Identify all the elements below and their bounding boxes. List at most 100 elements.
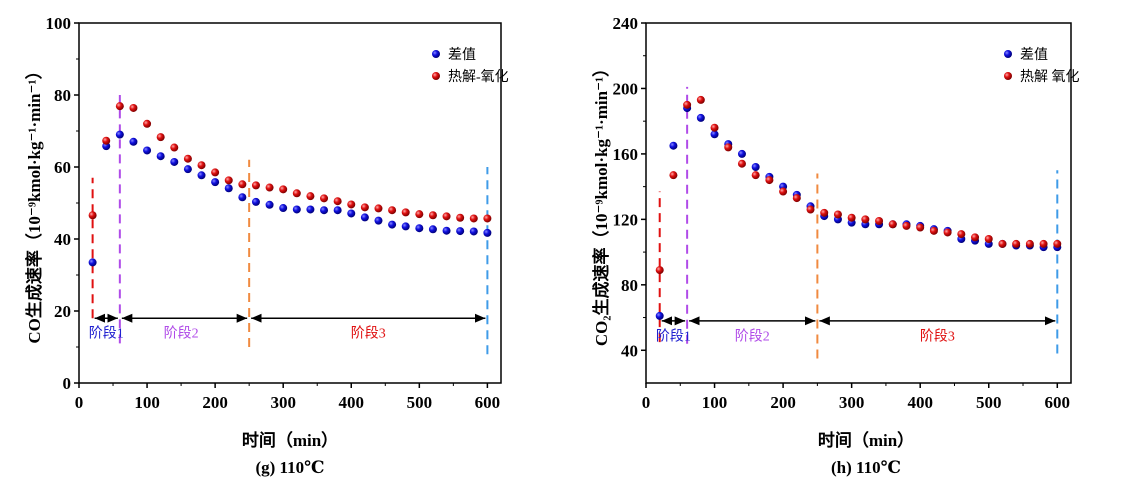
x-tick-label: 300	[270, 393, 296, 412]
x-tick-label: 0	[75, 393, 84, 412]
legend-marker-pyro	[432, 72, 440, 80]
data-point-pyrolysis-oxidation	[1025, 239, 1034, 248]
data-point-pyrolysis-oxidation	[696, 95, 705, 104]
data-point-pyrolysis-oxidation	[102, 136, 111, 145]
figure-caption: (g) 110℃	[255, 458, 324, 477]
data-point-pyrolysis-oxidation	[929, 226, 938, 235]
data-point-pyrolysis-oxidation	[415, 210, 424, 219]
data-point-pyrolysis-oxidation	[751, 171, 760, 180]
data-point-diff	[374, 216, 383, 225]
data-point-diff	[442, 226, 451, 235]
data-point-diff	[279, 204, 288, 213]
data-point-pyrolysis-oxidation	[197, 161, 206, 170]
data-point-pyrolysis-oxidation	[1039, 239, 1048, 248]
data-point-pyrolysis-oxidation	[888, 220, 897, 229]
x-tick-label: 400	[907, 393, 933, 412]
x-axis-label: 时间（min）	[242, 430, 338, 450]
x-tick-label: 200	[202, 393, 228, 412]
data-point-pyrolysis-oxidation	[306, 192, 315, 201]
data-point-diff	[88, 258, 97, 267]
data-point-diff	[183, 165, 192, 174]
data-point-diff	[669, 141, 678, 150]
y-tick-label: 120	[613, 210, 639, 229]
data-point-pyrolysis-oxidation	[469, 214, 478, 223]
data-point-pyrolysis-oxidation	[428, 211, 437, 220]
data-point-pyrolysis-oxidation	[902, 221, 911, 230]
legend-marker-diff	[1004, 50, 1012, 58]
y-tick-label: 40	[621, 341, 638, 360]
data-point-pyrolysis-oxidation	[806, 205, 815, 214]
x-tick-label: 600	[1045, 393, 1071, 412]
data-point-pyrolysis-oxidation	[984, 235, 993, 243]
stage-label: 阶段1	[656, 329, 691, 345]
y-tick-label: 80	[621, 276, 638, 295]
data-point-diff	[751, 163, 760, 171]
y-tick-label: 20	[54, 302, 71, 321]
data-point-diff	[696, 113, 705, 122]
y-axis-label: CO₂生成速率（10⁻⁹kmol·kg⁻¹·min⁻¹）	[591, 60, 611, 346]
data-point-pyrolysis-oxidation	[129, 103, 138, 112]
data-point-pyrolysis-oxidation	[88, 211, 97, 220]
data-point-pyrolysis-oxidation	[347, 200, 356, 209]
data-point-pyrolysis-oxidation	[442, 212, 451, 221]
data-point-pyrolysis-oxidation	[292, 189, 301, 198]
stage-label: 阶段3	[351, 326, 386, 342]
data-point-pyrolysis-oxidation	[388, 206, 397, 215]
x-tick-label: 300	[839, 393, 865, 412]
y-tick-label: 40	[54, 230, 71, 249]
x-tick-label: 600	[475, 393, 501, 412]
data-point-diff	[737, 149, 746, 158]
plot-frame	[645, 22, 1072, 384]
x-tick-label: 400	[339, 393, 365, 412]
stage-label: 阶段2	[735, 329, 770, 345]
data-point-diff	[333, 206, 342, 215]
data-point-pyrolysis-oxidation	[265, 183, 274, 192]
data-point-pyrolysis-oxidation	[456, 213, 465, 222]
data-point-diff	[415, 224, 424, 233]
data-point-diff	[306, 205, 315, 214]
data-point-diff	[469, 227, 478, 236]
data-point-pyrolysis-oxidation	[998, 239, 1007, 248]
stage-label: 阶段3	[920, 329, 955, 345]
data-point-pyrolysis-oxidation	[861, 215, 870, 224]
legend-label-pyro: 热解-氧化	[448, 69, 509, 85]
data-point-pyrolysis-oxidation	[820, 208, 829, 217]
y-tick-label: 160	[613, 145, 639, 164]
data-point-diff	[388, 220, 397, 229]
data-point-pyrolysis-oxidation	[333, 197, 342, 206]
stage-label: 阶段1	[89, 326, 124, 342]
data-point-diff	[265, 200, 274, 209]
data-point-pyrolysis-oxidation	[1012, 239, 1021, 248]
data-point-pyrolysis-oxidation	[943, 228, 952, 237]
data-point-pyrolysis-oxidation	[916, 223, 925, 232]
data-point-pyrolysis-oxidation	[875, 217, 884, 225]
data-point-diff	[170, 157, 179, 166]
data-point-diff	[320, 206, 329, 215]
data-point-pyrolysis-oxidation	[183, 154, 192, 163]
data-point-diff	[360, 213, 369, 222]
data-point-pyrolysis-oxidation	[115, 102, 124, 111]
legend-label-pyro: 热解 氧化	[1020, 69, 1080, 85]
figure-caption: (h) 110℃	[831, 458, 901, 477]
legend-label-diff: 差值	[1020, 47, 1048, 63]
y-axis-label: CO生成速率（10⁻⁹kmol·kg⁻¹·min⁻¹）	[24, 62, 44, 343]
y-tick-label: 60	[54, 158, 71, 177]
data-point-pyrolysis-oxidation	[143, 119, 152, 128]
data-point-pyrolysis-oxidation	[170, 143, 179, 152]
data-point-pyrolysis-oxidation	[669, 171, 678, 180]
data-point-pyrolysis-oxidation	[360, 203, 369, 212]
data-point-diff	[156, 152, 165, 161]
data-point-diff	[224, 184, 233, 193]
data-point-diff	[456, 227, 465, 236]
legend-label-diff: 差值	[448, 47, 476, 63]
data-point-pyrolysis-oxidation	[833, 210, 842, 219]
data-point-pyrolysis-oxidation	[156, 133, 165, 142]
data-point-diff	[115, 130, 124, 139]
chart-g: 0 100 200 300 400 500 600 0 20 40 60 80 100 阶段1 阶段2 阶段…	[24, 14, 509, 477]
legend-marker-pyro	[1004, 72, 1012, 80]
stage-label: 阶段2	[164, 326, 199, 342]
data-point-diff	[292, 205, 301, 214]
y-tick-label: 240	[613, 14, 639, 33]
data-point-pyrolysis-oxidation	[224, 176, 233, 185]
data-point-pyrolysis-oxidation	[1053, 239, 1062, 248]
